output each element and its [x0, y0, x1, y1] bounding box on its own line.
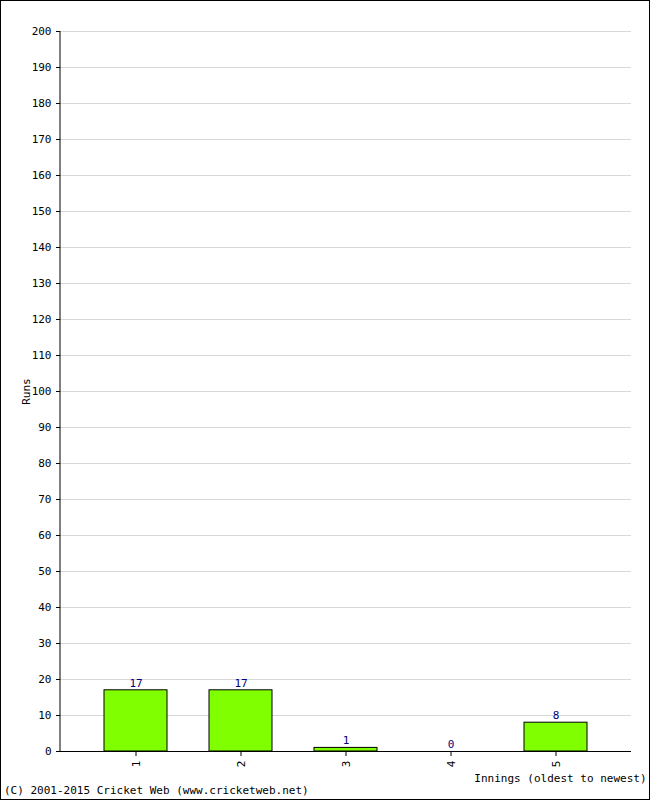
svg-text:Runs: Runs	[20, 378, 33, 405]
svg-text:20: 20	[38, 673, 51, 686]
svg-text:17: 17	[234, 677, 247, 690]
svg-text:190: 190	[32, 61, 52, 74]
svg-text:5: 5	[550, 761, 563, 768]
svg-text:10: 10	[38, 709, 51, 722]
svg-text:40: 40	[38, 601, 51, 614]
svg-text:Innings (oldest to newest): Innings (oldest to newest)	[474, 772, 646, 785]
svg-text:100: 100	[32, 385, 52, 398]
svg-text:140: 140	[32, 241, 52, 254]
svg-text:60: 60	[38, 529, 51, 542]
svg-text:8: 8	[553, 709, 560, 722]
svg-text:50: 50	[38, 565, 51, 578]
svg-text:120: 120	[32, 313, 52, 326]
svg-text:70: 70	[38, 493, 51, 506]
svg-text:110: 110	[32, 349, 52, 362]
svg-text:170: 170	[32, 133, 52, 146]
svg-text:0: 0	[448, 738, 455, 751]
html-text:(C) 2001-2015 Cricket Web (www: (C) 2001-2015 Cricket Web (www.cricketwe…	[4, 784, 309, 797]
svg-text:130: 130	[32, 277, 52, 290]
svg-text:180: 180	[32, 97, 52, 110]
svg-text:3: 3	[340, 761, 353, 768]
svg-text:150: 150	[32, 205, 52, 218]
svg-text:2: 2	[235, 761, 248, 768]
svg-text:30: 30	[38, 637, 51, 650]
svg-text:0: 0	[45, 745, 52, 758]
svg-text:90: 90	[38, 421, 51, 434]
svg-text:4: 4	[445, 760, 458, 767]
svg-text:1: 1	[130, 761, 143, 768]
svg-text:80: 80	[38, 457, 51, 470]
svg-text:160: 160	[32, 169, 52, 182]
svg-text:1: 1	[343, 734, 350, 747]
svg-text:200: 200	[32, 25, 52, 38]
svg-text:17: 17	[129, 677, 142, 690]
